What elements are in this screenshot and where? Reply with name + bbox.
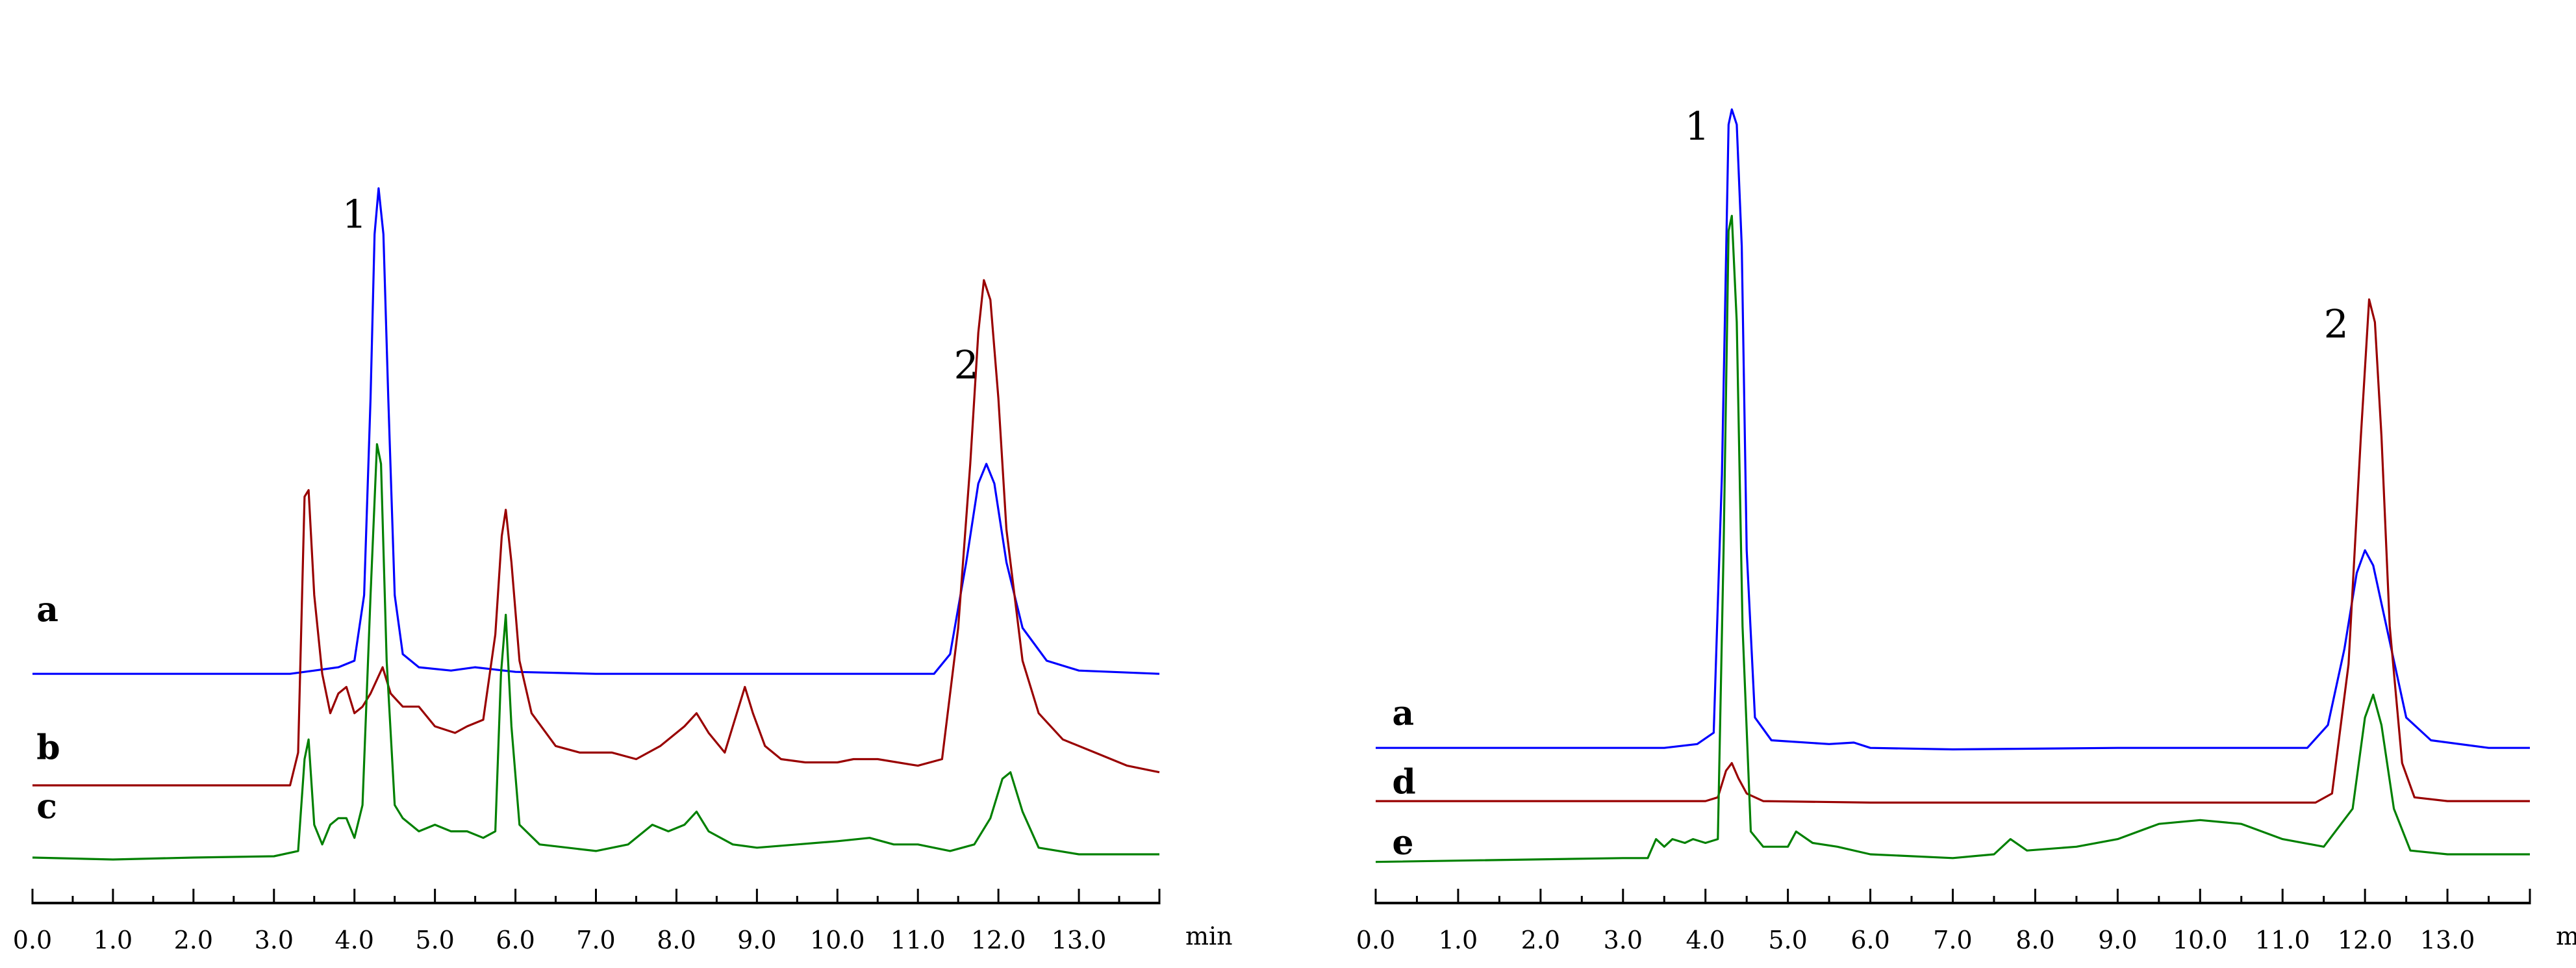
x-unit-label-left: min	[1185, 922, 1233, 950]
x-tick-label-left: 13.0	[1052, 926, 1107, 954]
x-tick-label-left: 3.0	[255, 926, 294, 954]
trace-label-e-right: e	[1392, 823, 1413, 863]
trace-label-b-left: b	[36, 728, 60, 768]
chromatogram-panel-right: 0.0 1.0 2.0 3.0 4.0 5.0 6.0 7.0 8.0 9.0 10.0 11.0 12…	[1356, 104, 2576, 954]
x-tick-label-right: 6.0	[1850, 926, 1889, 954]
peak-label-1-right: 1	[1685, 104, 1710, 149]
x-tick-label-left: 4.0	[335, 926, 373, 954]
x-tick-label-right: 5.0	[1768, 926, 1807, 954]
series-line-c-left	[32, 443, 1159, 861]
x-tick-label-left: 9.0	[737, 926, 776, 954]
series-line-e-right	[1375, 214, 2530, 863]
peak-label-1-left: 1	[342, 192, 367, 237]
x-tick-label-left: 11.0	[890, 926, 946, 954]
trace-label-a-left: a	[36, 590, 58, 630]
series-line-b-left	[32, 279, 1160, 787]
x-tick-label-left: 2.0	[174, 926, 213, 954]
x-tick-label-right: 13.0	[2420, 926, 2475, 954]
x-tick-label-left: 7.0	[576, 926, 615, 954]
x-tick-label-left: 12.0	[971, 926, 1026, 954]
series-line-a-right	[1376, 108, 2530, 751]
trace-label-a-right: a	[1392, 694, 1414, 733]
x-tick-label-right: 7.0	[1933, 926, 1972, 954]
trace-label-d-right: d	[1392, 762, 1415, 802]
peak-label-2-left: 2	[953, 343, 978, 388]
chromatogram-panel-left: 0.0 1.0 2.0 3.0 4.0 5.0 6.0 7.0 8.0 9.0 10.0 11.0 12…	[13, 187, 1233, 954]
x-tick-label-right: 11.0	[2255, 926, 2310, 954]
x-tick-label-right: 10.0	[2173, 926, 2228, 954]
x-tick-label-right: 2.0	[1521, 926, 1560, 954]
x-tick-label-right: 3.0	[1604, 926, 1643, 954]
x-tick-label-right: 8.0	[2015, 926, 2054, 954]
x-tick-label-left: 10.0	[810, 926, 865, 954]
peak-label-2-right: 2	[2324, 301, 2349, 347]
x-tick-label-right: 9.0	[2098, 926, 2137, 954]
x-tick-label-right: 4.0	[1686, 926, 1724, 954]
x-tick-label-left: 1.0	[94, 926, 133, 954]
x-tick-label-left: 5.0	[415, 926, 454, 954]
x-tick-label-left: 8.0	[657, 926, 696, 954]
series-line-d-right	[1376, 298, 2530, 804]
x-tick-label-right: 12.0	[2338, 926, 2393, 954]
x-tick-label-right: 0.0	[1356, 926, 1395, 954]
trace-label-c-left: c	[36, 787, 57, 826]
x-tick-label-left: 0.0	[13, 926, 52, 954]
series-line-a-left	[32, 187, 1160, 675]
x-tick-label-left: 6.0	[496, 926, 535, 954]
x-tick-label-right: 1.0	[1439, 926, 1478, 954]
x-unit-label-right: min	[2556, 922, 2576, 950]
